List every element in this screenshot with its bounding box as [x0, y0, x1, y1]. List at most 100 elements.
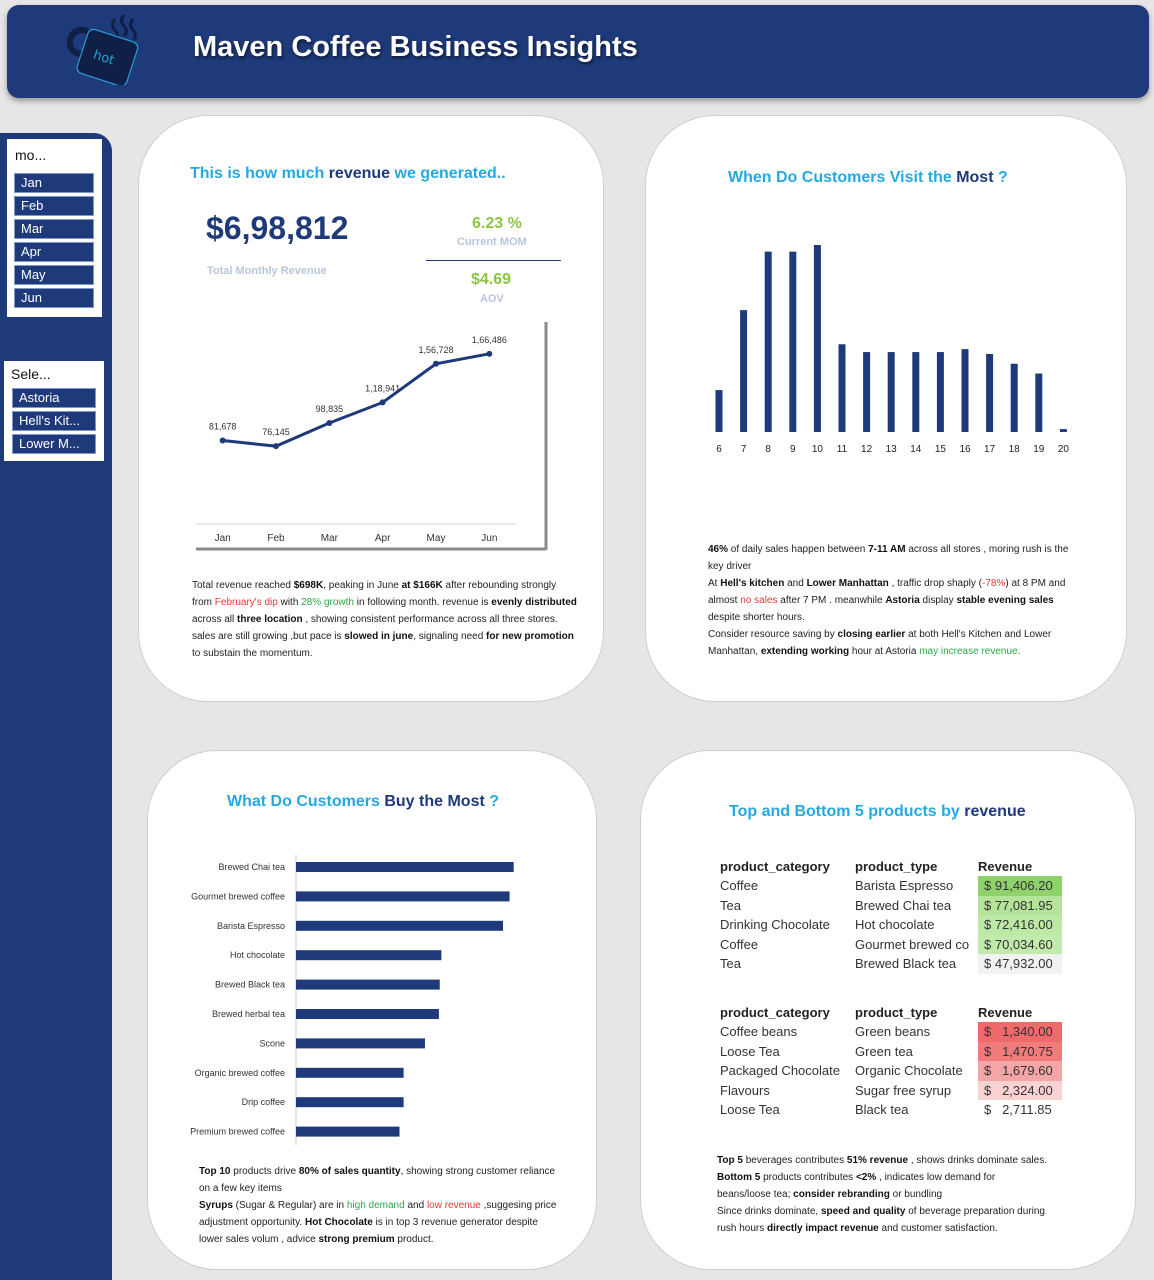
slicer-item-jan[interactable]: Jan — [14, 173, 94, 193]
bar — [961, 349, 969, 432]
cell-revenue: $ 1,340.00 — [978, 1022, 1062, 1042]
table-row: Packaged Chocolate Organic Chocolate $ 1,6… — [720, 1061, 1062, 1081]
bar — [863, 352, 871, 432]
slicer-item-lower-manhattan[interactable]: Lower M... — [12, 434, 96, 454]
slicer-item-jun[interactable]: Jun — [14, 288, 94, 308]
cell-category: Flavours — [720, 1082, 770, 1098]
bar — [764, 251, 772, 432]
bar — [296, 1038, 425, 1049]
line-point — [326, 419, 333, 426]
slicer-item-apr[interactable]: Apr — [14, 242, 94, 262]
bar — [887, 352, 895, 432]
bar — [296, 1126, 400, 1137]
slicer-item-astoria[interactable]: Astoria — [12, 388, 96, 408]
cell-type: Organic Chocolate — [855, 1063, 963, 1079]
col-header-category: product_category — [720, 859, 830, 874]
month-slicer-header[interactable]: mo... — [15, 147, 47, 163]
y-tick-label: Organic brewed coffee — [195, 1068, 285, 1078]
data-label: 76,145 — [262, 427, 290, 437]
cell-type: Brewed Chai tea — [855, 897, 952, 913]
bar — [1010, 363, 1018, 432]
cell-revenue: $ 1,470.75 — [978, 1041, 1062, 1061]
y-tick-label: Gourmet brewed coffee — [191, 891, 285, 901]
x-tick-label: Mar — [321, 533, 339, 544]
line-point — [273, 443, 279, 450]
cell-type: Hot chocolate — [855, 917, 935, 933]
bar — [838, 344, 846, 432]
table-row: Coffee beans Green beans $ 1,340.00 — [720, 1022, 1062, 1042]
line-point — [379, 399, 386, 406]
hourly-visits-bar-chart: 6 7 8 9 10 11 12 13 14 15 16 17 18 19 20 — [715, 245, 1069, 455]
cell-category: Coffee — [720, 936, 759, 952]
cell-type: Green beans — [855, 1024, 931, 1040]
cell-category: Loose Tea — [720, 1043, 780, 1059]
aov-label: AOV — [480, 293, 504, 305]
bar — [296, 920, 503, 931]
bar — [789, 251, 797, 432]
col-header-revenue: Revenue — [978, 1005, 1033, 1020]
slicer-item-mar[interactable]: Mar — [14, 219, 94, 239]
cell-type: Barista Espresso — [855, 878, 954, 894]
x-tick-label: 10 — [812, 444, 824, 455]
bar — [912, 352, 920, 432]
total-revenue-label: Total Monthly Revenue — [207, 265, 327, 277]
table-row: Tea Brewed Chai tea $ 77,081.95 — [720, 895, 1062, 915]
visit-card — [645, 115, 1127, 702]
slicer-item-feb[interactable]: Feb — [14, 196, 94, 216]
y-tick-label: Scone — [259, 1038, 285, 1048]
y-tick-label: Brewed Black tea — [215, 980, 285, 990]
x-tick-label: Jun — [481, 533, 497, 544]
x-tick-label: 19 — [1033, 444, 1045, 455]
bottom-5-products-table: product_category product_type Revenue Co… — [720, 1003, 1062, 1120]
x-tick-label: 9 — [790, 444, 796, 455]
bar — [296, 1067, 404, 1078]
table-row: Coffee Barista Espresso $ 91,406.20 — [720, 876, 1062, 896]
x-tick-label: 8 — [765, 444, 771, 455]
table-row: Tea Brewed Black tea $ 47,932.00 — [720, 954, 1062, 974]
bar — [936, 352, 944, 432]
sidebar: mo... Jan Feb Mar Apr May Jun Sele... As… — [0, 133, 112, 1280]
bar — [813, 245, 821, 432]
cell-revenue: $ 2,711.85 — [978, 1100, 1062, 1120]
cell-type: Green tea — [855, 1043, 913, 1059]
logo-text: hot — [91, 48, 116, 69]
col-header-category: product_category — [720, 1005, 830, 1020]
data-label: 81,678 — [209, 422, 237, 432]
slicer-item-hells-kitchen[interactable]: Hell's Kit... — [12, 411, 96, 431]
data-label: 1,56,728 — [418, 345, 453, 355]
bar — [1059, 429, 1067, 432]
bar — [296, 891, 510, 902]
x-tick-label: 6 — [716, 444, 722, 455]
x-tick-label: 14 — [910, 444, 922, 455]
cell-revenue: $ 77,081.95 — [978, 895, 1062, 915]
hot-coffee-mug-icon: hot — [66, 14, 139, 85]
cell-type: Black tea — [855, 1102, 909, 1118]
bar — [740, 310, 748, 432]
y-tick-label: Drip coffee — [242, 1097, 285, 1107]
line-chart-frame — [190, 320, 544, 546]
products-card-title: Top and Bottom 5 products by revenue — [729, 803, 1026, 820]
col-header-type: product_type — [855, 859, 938, 874]
x-tick-label: 18 — [1009, 444, 1021, 455]
col-header-revenue: Revenue — [978, 859, 1033, 874]
cell-revenue: $ 72,416.00 — [978, 915, 1062, 935]
y-tick-label: Hot chocolate — [230, 950, 285, 960]
cell-category: Drinking Chocolate — [720, 917, 830, 933]
table-row: Drinking Chocolate Hot chocolate $ 72,416.… — [720, 915, 1062, 935]
cell-type: Sugar free syrup — [855, 1082, 952, 1098]
products-insight-text: Top 5 beverages contributes 51% revenue … — [717, 1155, 1047, 1234]
y-tick-label: Premium brewed coffee — [190, 1127, 285, 1137]
cell-category: Coffee — [720, 878, 759, 894]
store-slicer-header[interactable]: Sele... — [11, 366, 51, 382]
x-tick-label: 17 — [984, 444, 996, 455]
line-point — [486, 350, 493, 357]
cell-category: Loose Tea — [720, 1102, 780, 1118]
x-tick-label: May — [427, 533, 446, 544]
slicer-item-may[interactable]: May — [14, 265, 94, 285]
kpi-divider — [426, 260, 561, 261]
x-tick-label: 13 — [886, 444, 898, 455]
cell-type: Brewed Black tea — [855, 956, 957, 972]
bar — [715, 390, 723, 432]
y-tick-label: Brewed Chai tea — [218, 862, 285, 872]
bar — [296, 862, 514, 872]
